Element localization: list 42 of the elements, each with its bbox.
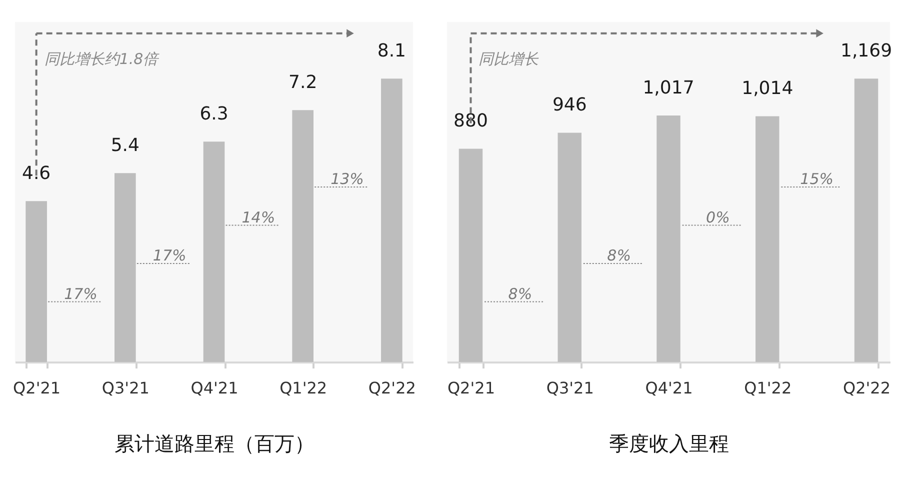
annotation: 15%	[800, 170, 834, 188]
x-tick-label: Q4'21	[190, 378, 238, 398]
annotation: 17%	[152, 246, 186, 264]
x-tick-label: Q2'21	[447, 378, 495, 398]
annotation: 0%	[706, 208, 730, 226]
bar	[26, 201, 47, 362]
bar	[458, 148, 483, 362]
data-label: 5.4	[110, 135, 140, 156]
annotation: 14%	[242, 208, 276, 226]
x-axis-title: 累计道路里程（百万）	[114, 432, 314, 456]
bar	[381, 78, 402, 362]
text: 同比增长约1.8倍	[44, 50, 160, 68]
data-label: 1,017	[642, 78, 694, 99]
annotation: 8%	[607, 246, 631, 264]
bar	[292, 110, 314, 362]
annotation: 8%	[508, 284, 532, 303]
x-tick-label: Q1'22	[280, 378, 328, 398]
x-axis-title: 季度收入里程	[609, 432, 729, 456]
x-tick-label: Q2'21	[13, 378, 61, 398]
x-tick-label: Q2'22	[843, 378, 891, 398]
annotation: 13%	[330, 170, 364, 188]
data-label: 1,014	[742, 78, 794, 100]
bar	[656, 116, 680, 362]
x-tick-label: Q3'21	[102, 378, 150, 398]
data-label: 6.3	[200, 104, 228, 125]
bar	[114, 173, 136, 362]
bar	[203, 142, 225, 362]
annotation: 17%	[64, 284, 98, 303]
data-label: 8.1	[377, 40, 406, 62]
x-tick-label: Q3'21	[546, 378, 594, 398]
text: 同比增长	[478, 50, 540, 68]
data-label: 7.2	[288, 72, 318, 94]
data-label: 880	[454, 110, 488, 132]
data-label: 946	[552, 94, 587, 116]
x-tick-label: Q1'22	[744, 378, 792, 398]
x-tick-label: Q4'21	[645, 378, 693, 398]
bar	[558, 132, 582, 362]
data-label: 1,169	[840, 40, 892, 62]
bar	[756, 116, 780, 362]
x-tick-label: Q2'22	[368, 378, 416, 398]
data-label: 4.6	[22, 163, 51, 184]
bar	[854, 78, 878, 362]
